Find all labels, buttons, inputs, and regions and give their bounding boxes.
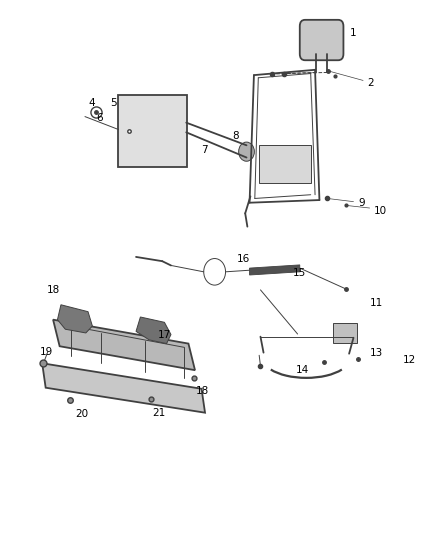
Text: 10: 10	[374, 206, 387, 216]
Text: 6: 6	[97, 112, 103, 123]
FancyBboxPatch shape	[118, 95, 187, 166]
Polygon shape	[53, 320, 195, 370]
Text: 19: 19	[40, 346, 53, 357]
FancyBboxPatch shape	[300, 20, 343, 60]
Text: 11: 11	[370, 297, 383, 308]
Text: 20: 20	[75, 409, 88, 419]
Polygon shape	[136, 317, 171, 344]
Text: 7: 7	[201, 144, 208, 155]
Text: 16: 16	[237, 254, 250, 263]
Polygon shape	[250, 265, 300, 275]
Text: 4: 4	[88, 98, 95, 108]
Text: 17: 17	[158, 329, 171, 340]
Polygon shape	[57, 305, 92, 333]
Text: 13: 13	[370, 348, 383, 358]
FancyBboxPatch shape	[259, 146, 311, 183]
Polygon shape	[42, 364, 205, 413]
Text: 9: 9	[359, 198, 365, 208]
Text: 18: 18	[46, 286, 60, 295]
Text: 18: 18	[196, 386, 209, 397]
Circle shape	[239, 142, 254, 161]
Text: 1: 1	[350, 28, 357, 38]
Text: 12: 12	[403, 354, 416, 365]
Text: 14: 14	[295, 365, 309, 375]
Text: 2: 2	[367, 78, 374, 88]
Text: 15: 15	[292, 268, 306, 278]
Text: 8: 8	[232, 131, 239, 141]
FancyBboxPatch shape	[333, 324, 357, 343]
Text: 5: 5	[110, 98, 117, 108]
Text: 21: 21	[152, 408, 166, 418]
